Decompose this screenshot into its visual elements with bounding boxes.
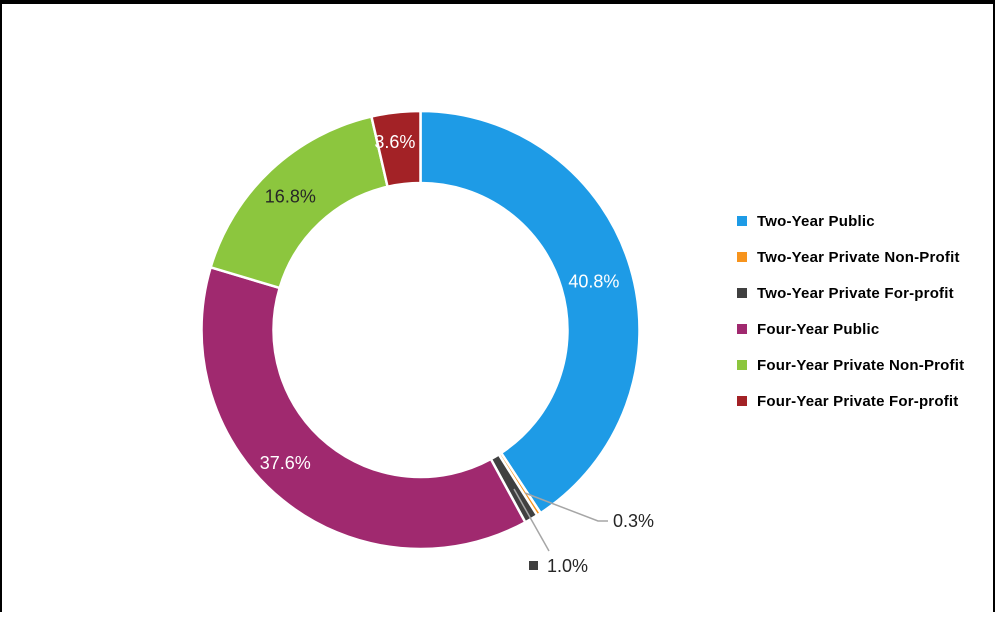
legend-item-1[interactable]: Two-Year Private Non-Profit (737, 239, 964, 275)
data-label-2: 1.0% (547, 556, 588, 576)
legend-item-label: Four-Year Private For-profit (757, 392, 959, 410)
legend-key-icon (737, 252, 747, 262)
data-label-3: 37.6% (260, 453, 311, 473)
legend-item-label: Two-Year Public (757, 212, 875, 230)
leader-line-2 (513, 488, 550, 552)
legend: Two-Year Public Two-Year Private Non-Prof… (737, 203, 964, 419)
legend-key-icon (737, 216, 747, 226)
legend-key-icon (737, 288, 747, 298)
donut-slice-0[interactable] (419, 109, 641, 515)
data-labels: 40.8% 0.3% 1.0% 37.6% 16.8% 3.6% (260, 132, 654, 576)
data-label-0: 40.8% (568, 272, 619, 292)
legend-item-4[interactable]: Four-Year Private Non-Profit (737, 347, 964, 383)
legend-key-icon (737, 324, 747, 334)
donut-slice-3[interactable] (200, 266, 527, 551)
legend-item-label: Two-Year Private For-profit (757, 284, 954, 302)
legend-item-2[interactable]: Two-Year Private For-profit (737, 275, 964, 311)
legend-item-5[interactable]: Four-Year Private For-profit (737, 383, 964, 419)
legend-item-label: Four-Year Private Non-Profit (757, 356, 965, 374)
legend-item-3[interactable]: Four-Year Public (737, 311, 964, 347)
legend-item-label: Four-Year Public (757, 320, 880, 338)
data-label-5: 3.6% (374, 132, 415, 152)
donut-slices (200, 109, 641, 551)
leader-lines (513, 488, 608, 552)
data-label-4: 16.8% (265, 187, 316, 207)
legend-item-label: Two-Year Private Non-Profit (757, 248, 960, 266)
data-label-1: 0.3% (613, 511, 654, 531)
legend-key-icon (737, 396, 747, 406)
leader-line-1 (524, 492, 608, 522)
label-legend-key-icon (529, 561, 538, 570)
donut-slice-5[interactable] (370, 109, 422, 188)
legend-key-icon (737, 360, 747, 370)
legend-item-0[interactable]: Two-Year Public (737, 203, 964, 239)
